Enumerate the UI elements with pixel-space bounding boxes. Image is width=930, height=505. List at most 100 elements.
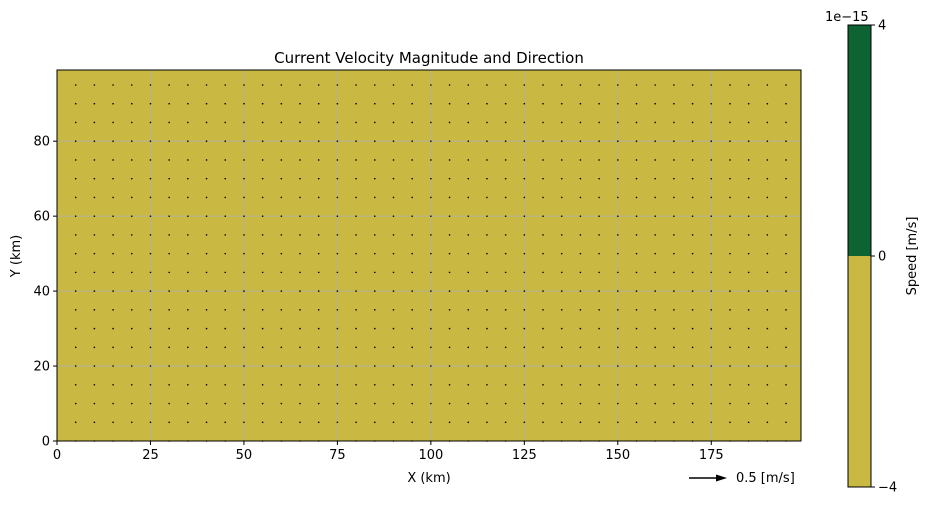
- velocity-arrow: [654, 159, 656, 161]
- velocity-arrow: [205, 252, 208, 255]
- velocity-arrow: [430, 177, 432, 180]
- velocity-arrow: [747, 252, 750, 255]
- y-tick-label: 60: [33, 210, 50, 225]
- velocity-arrow: [785, 159, 787, 161]
- velocity-arrow: [747, 234, 750, 236]
- velocity-arrow: [729, 196, 731, 199]
- velocity-arrow: [560, 177, 563, 180]
- velocity-arrow: [691, 327, 694, 330]
- velocity-arrow: [168, 309, 170, 311]
- velocity-arrow: [617, 140, 619, 143]
- velocity-arrow: [504, 346, 507, 349]
- velocity-arrow: [112, 290, 114, 292]
- velocity-arrow: [261, 383, 264, 386]
- velocity-arrow: [93, 271, 96, 274]
- velocity-arrow: [411, 84, 413, 86]
- velocity-arrow: [486, 421, 488, 424]
- velocity-arrow: [467, 383, 470, 386]
- velocity-arrow: [560, 402, 563, 405]
- velocity-arrow: [392, 290, 395, 292]
- velocity-arrow: [93, 121, 96, 124]
- velocity-arrow: [486, 309, 488, 311]
- velocity-arrow: [691, 346, 694, 349]
- velocity-arrow: [74, 252, 77, 255]
- velocity-arrow: [168, 121, 170, 124]
- velocity-arrow: [729, 177, 731, 180]
- velocity-arrow: [168, 346, 170, 349]
- velocity-arrow: [392, 84, 395, 86]
- velocity-arrow: [673, 84, 675, 86]
- velocity-arrows: [74, 84, 787, 442]
- velocity-arrow: [504, 309, 507, 311]
- velocity-arrow: [411, 309, 413, 311]
- velocity-arrow: [448, 327, 451, 330]
- velocity-arrow: [205, 346, 208, 349]
- velocity-arrow: [243, 346, 245, 349]
- velocity-arrow: [747, 309, 750, 311]
- x-tick-label: 150: [605, 448, 630, 463]
- colorbar-multiplier: 1e−15: [825, 10, 869, 25]
- velocity-arrow: [355, 271, 357, 274]
- velocity-arrow: [149, 159, 152, 161]
- velocity-arrow: [710, 196, 713, 199]
- velocity-arrow: [355, 140, 357, 143]
- velocity-arrow: [579, 140, 582, 143]
- velocity-arrow: [635, 271, 638, 274]
- velocity-arrow: [355, 290, 357, 292]
- velocity-arrow: [373, 121, 376, 124]
- velocity-arrow: [299, 402, 301, 405]
- velocity-arrow: [149, 309, 152, 311]
- velocity-arrow: [617, 159, 619, 161]
- velocity-arrow: [486, 290, 488, 292]
- velocity-arrow: [654, 252, 656, 255]
- velocity-arrow: [635, 196, 638, 199]
- velocity-arrow: [336, 365, 339, 367]
- velocity-arrow: [785, 402, 787, 405]
- velocity-arrow: [411, 177, 413, 180]
- velocity-arrow: [691, 159, 694, 161]
- velocity-arrow: [560, 121, 563, 124]
- x-tick-label: 50: [236, 448, 253, 463]
- velocity-arrow: [74, 196, 77, 199]
- velocity-arrow: [598, 121, 600, 124]
- velocity-arrow: [243, 402, 245, 405]
- velocity-arrow: [467, 196, 470, 199]
- velocity-arrow: [710, 309, 713, 311]
- velocity-arrow: [448, 177, 451, 180]
- velocity-arrow: [392, 346, 395, 349]
- velocity-arrow: [729, 327, 731, 330]
- velocity-arrow: [448, 121, 451, 124]
- velocity-arrow: [130, 365, 133, 367]
- velocity-arrow: [149, 421, 152, 424]
- velocity-arrow: [168, 196, 170, 199]
- velocity-arrow: [729, 383, 731, 386]
- velocity-arrow: [205, 84, 208, 86]
- velocity-arrow: [130, 84, 133, 86]
- velocity-arrow: [205, 102, 208, 105]
- velocity-arrow: [130, 196, 133, 199]
- velocity-arrow: [598, 421, 600, 424]
- velocity-arrow: [392, 121, 395, 124]
- velocity-arrow: [299, 383, 301, 386]
- velocity-arrow: [617, 327, 619, 330]
- velocity-arrow: [691, 234, 694, 236]
- velocity-arrow: [542, 421, 544, 424]
- velocity-arrow: [205, 327, 208, 330]
- velocity-arrow: [467, 234, 470, 236]
- velocity-arrow: [261, 121, 264, 124]
- velocity-arrow: [280, 346, 283, 349]
- velocity-arrow: [747, 346, 750, 349]
- velocity-arrow: [430, 346, 432, 349]
- velocity-arrow: [243, 252, 245, 255]
- velocity-arrow: [729, 159, 731, 161]
- velocity-arrow: [93, 346, 96, 349]
- velocity-arrow: [710, 252, 713, 255]
- velocity-arrow: [299, 121, 301, 124]
- velocity-arrow: [617, 234, 619, 236]
- velocity-arrow: [617, 346, 619, 349]
- velocity-arrow: [710, 234, 713, 236]
- x-axis-ticks: 0 25 50 75 100 125 150 175: [53, 441, 724, 463]
- x-tick-label: 0: [53, 448, 61, 463]
- velocity-arrow: [560, 327, 563, 330]
- velocity-arrow: [635, 177, 638, 180]
